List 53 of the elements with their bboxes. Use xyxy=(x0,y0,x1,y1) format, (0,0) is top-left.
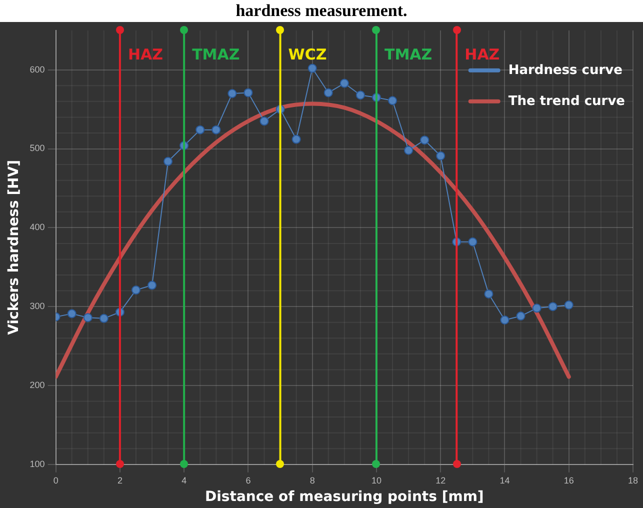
point xyxy=(244,88,253,98)
point xyxy=(164,156,173,166)
text: The trend curve xyxy=(508,94,626,109)
point xyxy=(196,125,205,134)
point xyxy=(83,313,92,322)
point xyxy=(468,237,478,246)
point xyxy=(404,146,414,155)
y-tick-label: 400 xyxy=(30,222,45,232)
point xyxy=(148,280,157,290)
point xyxy=(436,151,446,160)
point xyxy=(99,314,108,323)
point xyxy=(260,116,269,126)
point xyxy=(292,134,301,144)
x-axis-title: Distance of measuring points [mm] xyxy=(205,489,484,506)
point xyxy=(131,286,140,295)
point xyxy=(420,136,430,145)
point xyxy=(548,302,558,312)
x-tick-label: 2 xyxy=(117,475,122,486)
point xyxy=(500,315,510,324)
x-tick-label: 8 xyxy=(310,475,315,486)
y-axis-title: Vickers hardness [HV] xyxy=(6,160,22,335)
point xyxy=(356,90,365,100)
point xyxy=(308,64,317,73)
ref-line-label: TMAZ xyxy=(192,45,240,64)
point xyxy=(388,96,398,106)
point xyxy=(212,125,221,134)
x-tick-label: 12 xyxy=(436,475,446,486)
x-tick-label: 0 xyxy=(53,475,58,486)
point xyxy=(67,309,76,318)
x-tick-label: 10 xyxy=(371,475,382,486)
point xyxy=(484,289,494,298)
point xyxy=(532,304,542,313)
point xyxy=(340,78,349,88)
point xyxy=(324,88,333,98)
y-tick-label: 200 xyxy=(30,380,45,390)
x-tick-label: 14 xyxy=(500,475,510,486)
ref-line-label: HAZ xyxy=(128,45,164,64)
text: Hardness curve xyxy=(508,62,623,78)
ref-line-label: TMAZ xyxy=(384,45,432,64)
point xyxy=(516,312,526,321)
y-tick-label: 500 xyxy=(30,143,45,154)
y-tick-label: 100 xyxy=(30,458,45,469)
x-tick-label: 18 xyxy=(628,475,638,486)
x-tick-label: 16 xyxy=(564,475,574,486)
chart-title: hardness measurement. xyxy=(234,0,408,22)
x-tick-label: 6 xyxy=(246,475,251,486)
y-tick-label: 300 xyxy=(30,301,45,312)
ref-line-label: HAZ xyxy=(464,45,500,64)
point xyxy=(228,89,237,98)
y-tick-label: 600 xyxy=(30,64,45,74)
ref-line-label: WCZ xyxy=(288,45,327,64)
x-tick-label: 4 xyxy=(182,475,187,486)
point xyxy=(564,300,574,310)
